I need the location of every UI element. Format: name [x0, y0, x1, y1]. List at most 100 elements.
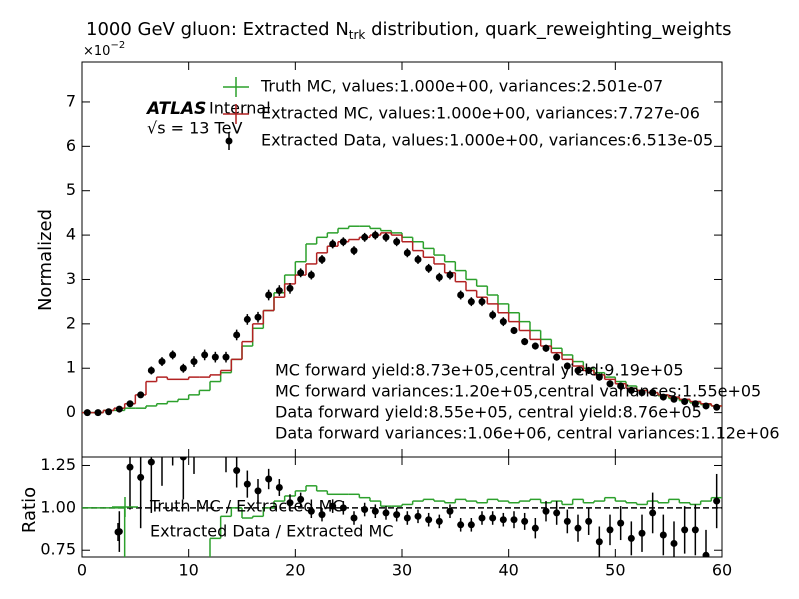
- data-point: [478, 298, 486, 306]
- data-point: [254, 487, 262, 495]
- annotation: Data forward yield:8.55e+05, central yie…: [275, 403, 702, 422]
- data-point: [382, 509, 390, 517]
- x-tick-label: 0: [77, 561, 87, 580]
- x-tick-label: 50: [605, 561, 625, 580]
- y-tick-label: 0.75: [40, 540, 76, 559]
- data-point: [606, 380, 614, 388]
- chart-title: 1000 GeV gluon: Extracted Ntrk distribut…: [86, 19, 732, 42]
- title-text: distribution, quark_reweighting_weights: [365, 19, 731, 40]
- data-point: [190, 358, 198, 366]
- y-tick-label: 6: [66, 136, 76, 155]
- data-point: [350, 514, 358, 522]
- legend-label: Truth MC, values:1.000e+00, variances:2.…: [260, 77, 663, 96]
- legend-label: Extracted Data / Extracted MC: [150, 522, 394, 541]
- offset-base: ×10: [83, 44, 110, 59]
- data-point: [425, 264, 433, 272]
- data-point: [403, 514, 411, 522]
- data-point: [393, 511, 401, 519]
- data-point: [179, 364, 187, 372]
- legend-label: Extracted MC, values:1.000e+00, variance…: [261, 104, 700, 123]
- data-point: [446, 507, 454, 515]
- data-point: [670, 539, 678, 547]
- data-point: [702, 402, 710, 410]
- data-point: [297, 269, 305, 277]
- data-point: [563, 362, 571, 370]
- data-point: [595, 538, 603, 546]
- data-point: [702, 551, 710, 557]
- data-point: [286, 499, 294, 507]
- data-point: [147, 458, 155, 466]
- data-point: [553, 509, 561, 517]
- data-point: [681, 398, 689, 406]
- data-point: [713, 403, 721, 411]
- data-point: [126, 463, 134, 471]
- data-point: [563, 517, 571, 525]
- data-point: [542, 344, 550, 352]
- data-point: [521, 338, 529, 346]
- energy-label: √s = 13 TeV: [147, 119, 242, 138]
- data-point: [393, 238, 401, 246]
- data-point: [521, 517, 529, 525]
- data-point: [585, 366, 593, 374]
- data-point: [329, 502, 337, 510]
- data-point: [435, 273, 443, 281]
- data-point: [617, 519, 625, 527]
- legend-label: Truth MC / Extracted MC: [149, 497, 344, 516]
- data-point: [681, 526, 689, 534]
- data-point: [147, 366, 155, 374]
- plot-area: [82, 457, 722, 557]
- title-subscript: trk: [349, 28, 366, 42]
- data-point: [307, 271, 315, 279]
- data-point: [201, 351, 209, 359]
- data-point: [222, 353, 230, 361]
- legend-marker: [114, 528, 122, 536]
- atlas-label: ATLAS: [145, 99, 206, 119]
- data-point: [713, 497, 721, 505]
- title-text: 1000 GeV gluon: Extracted N: [86, 19, 349, 40]
- x-tick-label: 20: [285, 561, 305, 580]
- data-point: [510, 516, 518, 524]
- data-point: [595, 373, 603, 381]
- data-point: [531, 524, 539, 532]
- data-point: [137, 473, 145, 481]
- legend-label: Extracted Data, values:1.000e+00, varian…: [261, 131, 713, 150]
- data-point: [553, 353, 561, 361]
- y-axis-label: Normalized: [35, 209, 56, 311]
- data-point: [627, 534, 635, 542]
- data-point: [659, 393, 667, 401]
- data-point: [361, 233, 369, 241]
- data-point: [105, 408, 113, 416]
- data-point: [265, 291, 273, 299]
- data-point: [627, 386, 635, 394]
- data-point: [489, 311, 497, 319]
- y-tick-label: 7: [66, 91, 76, 110]
- offset-exponent: −2: [110, 40, 125, 51]
- data-point: [414, 256, 422, 263]
- data-point: [211, 353, 219, 361]
- data-point: [510, 327, 518, 335]
- y-tick-label: 1: [66, 358, 76, 377]
- data-point: [94, 409, 102, 417]
- data-point: [307, 507, 315, 515]
- data-point: [435, 517, 443, 525]
- x-tick-label: 30: [392, 561, 412, 580]
- data-point: [542, 507, 550, 515]
- data-point: [371, 507, 379, 515]
- data-point: [617, 382, 625, 390]
- data-point: [446, 271, 454, 279]
- y-tick-label: 1.25: [40, 455, 76, 474]
- x-tick-label: 10: [178, 561, 198, 580]
- data-point: [115, 405, 123, 413]
- annotation: MC forward yield:8.73e+05,central yield:…: [275, 361, 684, 380]
- y-tick-label: 0: [66, 402, 76, 421]
- data-point: [499, 516, 507, 524]
- data-point: [243, 480, 251, 488]
- plot-area: [82, 225, 722, 417]
- data-point: [691, 400, 699, 408]
- data-point: [649, 509, 657, 517]
- data-point: [275, 484, 283, 492]
- data-point: [286, 284, 294, 292]
- y-tick-label: 2: [66, 313, 76, 332]
- data-point: [361, 506, 369, 514]
